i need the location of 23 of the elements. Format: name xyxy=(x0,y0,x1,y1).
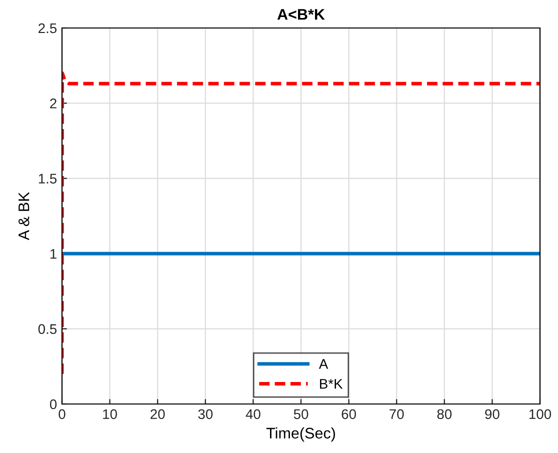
y-tick-label: 1.5 xyxy=(38,174,57,184)
legend-label: B*K xyxy=(320,379,343,389)
line-series xyxy=(62,71,540,376)
x-tick-label: 30 xyxy=(198,409,213,420)
y-tick-label: 0 xyxy=(50,399,57,410)
x-tick-label: 90 xyxy=(485,409,500,420)
x-tick-label: 70 xyxy=(390,409,404,420)
chart-title: A<B*K xyxy=(277,9,325,20)
y-tick-label: 2 xyxy=(50,98,56,108)
x-tick-label: 60 xyxy=(342,409,356,420)
x-axis-title: Time(Sec) xyxy=(266,427,335,442)
x-tick-label: 80 xyxy=(437,409,452,420)
y-tick-label: 2.5 xyxy=(38,23,57,34)
x-tick-label: 100 xyxy=(529,409,552,420)
y-tick-label: 1 xyxy=(50,249,56,259)
x-tick-label: 0 xyxy=(58,409,66,420)
y-axis-title: A & BK xyxy=(18,192,30,240)
x-tick-label: 50 xyxy=(294,409,308,420)
x-tick-label: 40 xyxy=(246,409,260,420)
x-tick-label: 10 xyxy=(103,409,117,420)
legend-label: A xyxy=(318,359,328,369)
x-tick-label: 20 xyxy=(150,409,165,420)
y-tick-label: 0.5 xyxy=(38,324,57,334)
